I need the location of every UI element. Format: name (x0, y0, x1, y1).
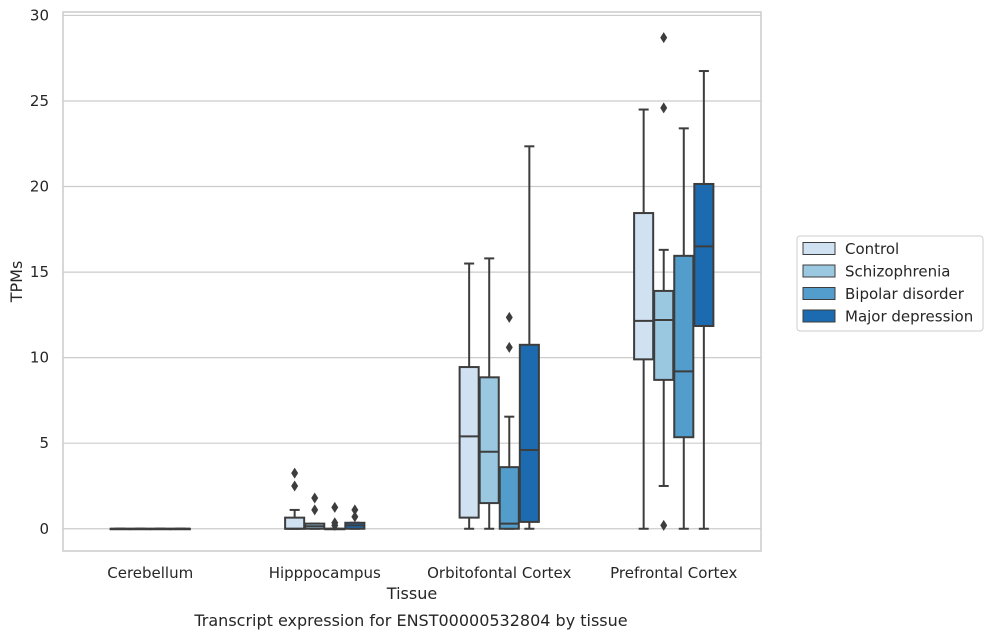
x-tick-label: Orbitofontal Cortex (427, 564, 571, 582)
box-control (458, 262, 480, 530)
box-bipolar-disorder (498, 311, 520, 530)
box-schizophrenia (129, 527, 151, 531)
outlier-point (291, 480, 299, 492)
chart-caption: Transcript expression for ENST0000053280… (193, 611, 627, 630)
box-major-depression (344, 504, 366, 530)
box-body (653, 289, 675, 381)
outlier-point (311, 504, 319, 516)
legend-swatch (802, 309, 836, 323)
outlier-point (331, 501, 339, 513)
legend-frame (796, 235, 984, 332)
box-body (458, 366, 480, 519)
boxes (109, 32, 715, 531)
legend-label: Schizophrenia (845, 263, 950, 281)
legend-swatch (802, 264, 836, 278)
y-tick-label: 15 (30, 263, 49, 281)
box-bipolar-disorder (324, 501, 346, 531)
box-schizophrenia (304, 492, 326, 530)
outlier-point (311, 492, 319, 504)
y-tick-label: 0 (39, 520, 49, 538)
x-axis-label: Tissue (386, 584, 437, 603)
outlier-point (331, 517, 339, 529)
outlier-point (505, 311, 513, 323)
box-major-depression (518, 145, 540, 530)
box-bipolar-disorder (673, 127, 695, 530)
x-tick-label: Hipppocampus (269, 564, 381, 582)
legend: Control Schizophrenia Bipolar disorder Majo… (796, 235, 984, 332)
box-control (109, 527, 131, 531)
legend-swatch (802, 242, 836, 255)
box-body (673, 254, 695, 439)
outlier-point (660, 32, 668, 44)
box-body (478, 376, 500, 505)
box-body (693, 182, 715, 327)
box-bipolar-disorder (149, 527, 171, 531)
box-control (633, 108, 655, 530)
outlier-point (351, 504, 359, 516)
y-tick-label: 25 (30, 92, 49, 110)
y-tick-label: 10 (30, 349, 49, 367)
y-tick-labels: 0 5 10 15 20 25 30 (30, 6, 49, 537)
outlier-point (505, 341, 513, 353)
outlier-point (660, 102, 668, 114)
legend-label: Bipolar disorder (845, 285, 965, 303)
y-axis-label: TPMs (7, 261, 26, 304)
box-control (284, 467, 306, 530)
box-body (633, 212, 655, 361)
box-body (498, 466, 520, 530)
y-tick-label: 20 (30, 178, 49, 196)
x-tick-label: Cerebellum (107, 564, 193, 582)
y-tick-label: 30 (30, 6, 49, 24)
legend-label: Major depression (845, 308, 973, 326)
box-major-depression (169, 527, 191, 531)
outlier-point (660, 519, 668, 531)
legend-label: Control (845, 240, 899, 258)
box-schizophrenia (653, 32, 675, 531)
box-body (284, 516, 306, 530)
x-tick-label: Prefrontal Cortex (610, 564, 737, 582)
legend-swatch (802, 287, 836, 300)
plot-frame (62, 11, 762, 552)
x-tick-labels: Cerebellum Hipppocampus Orbitofontal Corte… (107, 564, 737, 582)
y-tick-label: 5 (39, 434, 49, 452)
box-major-depression (693, 70, 715, 530)
outlier-point (351, 511, 359, 523)
outlier-point (291, 467, 299, 479)
grid-lines (63, 14, 761, 530)
box-body (518, 343, 540, 523)
box-schizophrenia (478, 257, 500, 530)
